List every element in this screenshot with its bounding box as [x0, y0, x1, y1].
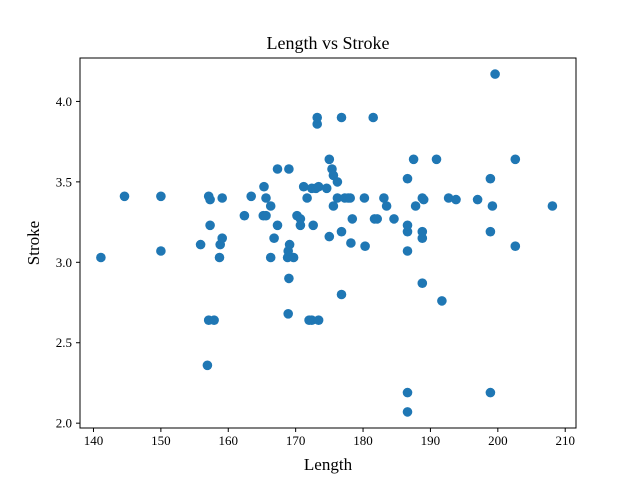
data-point [368, 112, 379, 123]
data-point [261, 210, 271, 221]
data-point [321, 183, 332, 194]
data-point [307, 315, 317, 326]
data-point [402, 407, 413, 417]
data-point [389, 214, 399, 224]
data-point [359, 193, 370, 203]
data-point [347, 214, 358, 224]
x-axis-title: Length [304, 455, 353, 474]
data-point [205, 220, 215, 231]
y-axis-ticks: 2.0 2.5 3.0 3.5 4.0 [56, 94, 80, 431]
x-axis-ticks: 140 150 160 170 180 190 200 210 [84, 428, 575, 448]
x-tick-label: 210 [555, 433, 575, 448]
data-point [379, 193, 389, 203]
data-point [269, 233, 279, 243]
data-point [485, 387, 496, 398]
data-point [360, 241, 370, 251]
data-point [202, 360, 213, 371]
data-point [472, 194, 483, 205]
data-point [324, 231, 335, 242]
x-tick-label: 170 [286, 433, 306, 448]
data-point [295, 220, 306, 231]
data-point [261, 193, 271, 203]
y-axis-title: Stroke [24, 221, 43, 265]
data-point [284, 273, 294, 284]
y-tick-label: 4.0 [56, 94, 72, 109]
data-point [246, 191, 256, 202]
x-tick-label: 180 [353, 433, 373, 448]
data-point [284, 239, 295, 250]
data-point [217, 193, 227, 203]
data-point [487, 201, 498, 211]
data-point [298, 181, 309, 192]
y-tick-label: 2.5 [56, 335, 72, 350]
data-point [272, 164, 283, 174]
data-point [313, 181, 324, 192]
data-point [490, 69, 500, 79]
data-point [195, 239, 206, 250]
data-point [437, 296, 447, 306]
data-point [156, 191, 166, 202]
data-point [443, 193, 454, 203]
data-point [510, 154, 521, 165]
data-point [259, 181, 269, 192]
data-point [209, 315, 219, 326]
data-point [408, 154, 419, 165]
data-point [313, 315, 324, 326]
data-point [336, 112, 347, 123]
data-point [547, 201, 558, 211]
data-point [485, 226, 496, 237]
y-tick-label: 2.0 [56, 416, 72, 431]
x-tick-label: 160 [219, 433, 239, 448]
data-point [272, 220, 283, 231]
data-point [451, 194, 461, 205]
data-point [402, 246, 413, 256]
plot-area-frame [79, 57, 577, 429]
data-point [283, 309, 294, 319]
data-point [265, 252, 276, 263]
data-point [239, 210, 250, 221]
data-point [417, 278, 428, 289]
data-point [308, 220, 319, 231]
data-point [328, 201, 339, 211]
data-point [214, 252, 225, 263]
data-point [324, 154, 335, 165]
x-tick-label: 190 [421, 433, 441, 448]
data-point [205, 194, 215, 205]
data-point [410, 201, 421, 211]
data-point [431, 154, 442, 165]
data-point [510, 241, 521, 251]
data-point [418, 194, 429, 205]
data-point [346, 238, 356, 248]
data-point [265, 201, 276, 211]
data-point [96, 252, 106, 263]
chart-title: Length vs Stroke [267, 33, 390, 53]
data-point [217, 233, 227, 243]
y-tick-label: 3.5 [56, 174, 72, 189]
data-point [332, 193, 343, 203]
data-point [402, 387, 413, 398]
data-point [417, 226, 428, 237]
data-point [485, 173, 496, 184]
data-point [402, 220, 413, 231]
data-point [402, 173, 413, 184]
data-point [372, 214, 383, 224]
data-point [119, 191, 130, 202]
data-point [284, 164, 294, 174]
data-point [332, 177, 343, 187]
points-layer [96, 69, 558, 417]
data-point [345, 193, 356, 203]
data-point [312, 112, 323, 123]
data-point [288, 252, 299, 263]
x-tick-label: 200 [488, 433, 508, 448]
x-tick-label: 140 [84, 433, 104, 448]
y-tick-label: 3.0 [56, 255, 72, 270]
data-point [336, 289, 347, 300]
data-point [302, 193, 312, 203]
data-point [381, 201, 392, 211]
data-point [156, 246, 166, 256]
data-point [336, 226, 347, 237]
x-tick-label: 150 [151, 433, 171, 448]
